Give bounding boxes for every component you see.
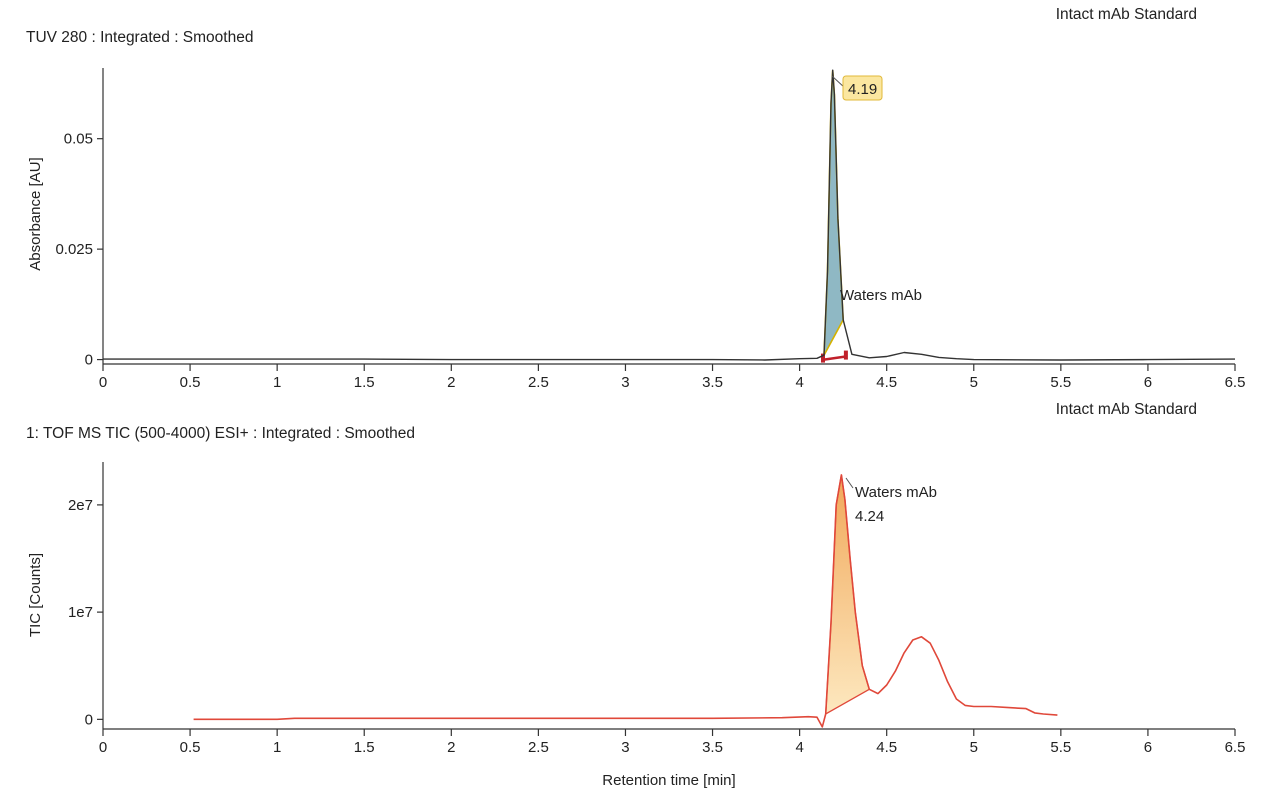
- uv-chart-title: TUV 280 : Integrated : Smoothed: [26, 29, 253, 46]
- tic-peak-annotation: Waters mAb 4.24: [845, 477, 937, 525]
- tic-x-tick-label: 6: [1144, 739, 1152, 756]
- uv-y-tick-label: 0.05: [64, 131, 93, 148]
- uv-x-tick-label: 3.5: [702, 374, 723, 391]
- tic-y-tick-label: 1e7: [68, 604, 93, 621]
- tic-y-axis-title: TIC [Counts]: [27, 553, 44, 637]
- uv-y-tick-label: 0: [85, 352, 93, 369]
- uv-integrated-peak-area: [823, 70, 845, 356]
- uv-x-tick-label: 2.5: [528, 374, 549, 391]
- tic-sample-name: Intact mAb Standard: [1056, 401, 1197, 418]
- uv-x-tick-label: 1.5: [354, 374, 375, 391]
- uv-peak-end-marker: [843, 350, 848, 360]
- tic-trace-line: [193, 474, 1058, 728]
- tic-chart-title: 1: TOF MS TIC (500-4000) ESI+ : Integrat…: [26, 425, 415, 442]
- tic-x-tick-label: 1: [273, 739, 281, 756]
- tic-retention-time-label: 4.24: [855, 508, 884, 525]
- uv-x-tick-label: 6.5: [1225, 374, 1246, 391]
- uv-sample-name: Intact mAb Standard: [1056, 6, 1197, 23]
- tic-x-tick-label: 0.5: [180, 739, 201, 756]
- tic-x-tick-label: 4.5: [876, 739, 897, 756]
- uv-x-tick-label: 0.5: [180, 374, 201, 391]
- uv-x-tick-label: 5: [970, 374, 978, 391]
- tic-x-tick-label: 2.5: [528, 739, 549, 756]
- tic-x-tick-label: 4: [795, 739, 803, 756]
- uv-x-tick-label: 4: [795, 374, 803, 391]
- uv-x-tick-label: 3: [621, 374, 629, 391]
- uv-y-tick-label: 0.025: [55, 241, 93, 258]
- tic-y-tick-label: 0: [85, 711, 93, 728]
- tic-x-tick-label: 0: [99, 739, 107, 756]
- tic-x-tick-label: 6.5: [1225, 739, 1246, 756]
- uv-x-tick-label: 0: [99, 374, 107, 391]
- uv-peak-start-marker: [820, 353, 825, 363]
- uv-retention-time-box: [842, 75, 883, 101]
- tic-x-tick-label: 1.5: [354, 739, 375, 756]
- tic-y-tick-label: 2e7: [68, 497, 93, 514]
- uv-peak-baseline-marker: [823, 355, 846, 361]
- uv-y-axis-title: Absorbance [AU]: [27, 157, 44, 270]
- tic-chromatogram-panel: Intact mAb Standard 1: TOF MS TIC (500-4…: [26, 401, 1245, 789]
- tic-x-axis-title: Retention time [min]: [602, 772, 735, 789]
- uv-peak-annotation: 4.19 Waters mAb: [831, 75, 922, 304]
- uv-x-tick-label: 2: [447, 374, 455, 391]
- uv-x-tick-label: 6: [1144, 374, 1152, 391]
- tic-x-tick-label: 5: [970, 739, 978, 756]
- uv-x-tick-label: 1: [273, 374, 281, 391]
- uv-x-tick-label: 5.5: [1050, 374, 1071, 391]
- tic-x-tick-label: 2: [447, 739, 455, 756]
- tic-annotation-leader: [845, 477, 854, 489]
- uv-chromatogram-panel: Intact mAb Standard TUV 280 : Integrated…: [26, 6, 1245, 391]
- uv-retention-time-label: 4.19: [848, 81, 877, 98]
- uv-x-tick-label: 4.5: [876, 374, 897, 391]
- tic-x-tick-label: 5.5: [1050, 739, 1071, 756]
- uv-trace-line: [103, 69, 1236, 361]
- tic-x-tick-label: 3.5: [702, 739, 723, 756]
- tic-x-tick-label: 3: [621, 739, 629, 756]
- tic-peak-name-label: Waters mAb: [855, 484, 937, 501]
- uv-peak-name-label: Waters mAb: [840, 287, 922, 304]
